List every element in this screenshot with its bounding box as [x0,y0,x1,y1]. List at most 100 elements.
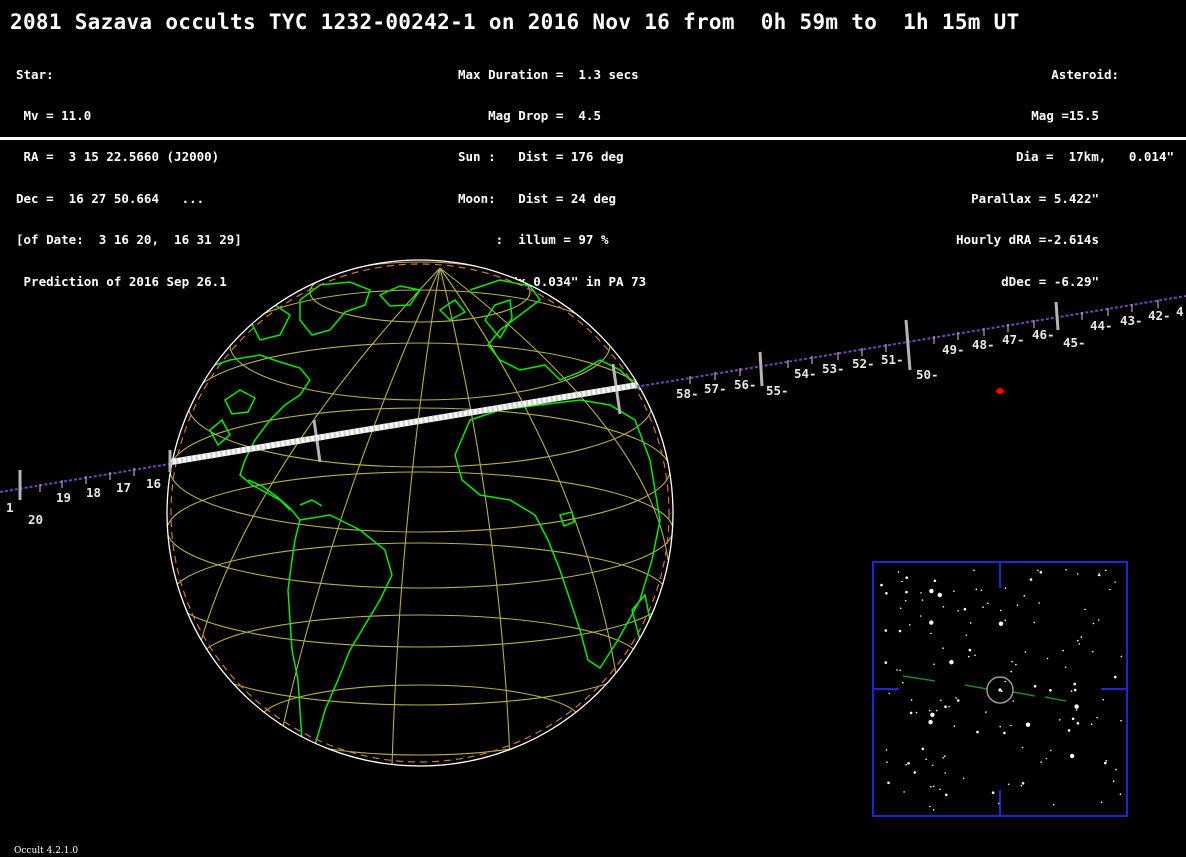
field-star [1074,704,1079,709]
field-star [1080,636,1083,638]
coastlines [169,279,661,763]
field-star [1097,574,1100,576]
field-star [973,569,975,572]
asteroid-line: Mag =15.5 [1031,107,1099,123]
track-label: 42- [1148,308,1171,323]
track-label: 16 [146,476,161,491]
hudson-bay [224,389,256,415]
field-star [953,725,956,727]
field-star [1004,680,1006,683]
field-star [1090,723,1093,725]
star-line: [of Date: 3 16 20, 16 31 29] [16,232,242,248]
event-line: Moon: Dist = 24 deg [458,190,617,206]
globe-disk [167,260,673,766]
asteroid-line: Dia = 17km, 0.014" [1015,149,1174,165]
britain-coast [484,298,513,340]
field-star [933,663,935,666]
central-america-coast [247,479,301,521]
field-star [885,592,888,595]
field-star [935,709,938,712]
field-star [929,620,934,625]
field-star [1071,717,1075,721]
field-star [1040,761,1042,763]
track-label: 19 [56,490,71,505]
track-label: 47- [1002,332,1025,347]
field-star [985,711,987,713]
field-star [1104,761,1107,765]
field-star [903,791,905,793]
field-star [1021,746,1024,749]
field-star [928,719,933,725]
field-star [1010,724,1012,727]
field-star [921,747,925,751]
field-star [937,592,942,598]
field-star [945,793,948,797]
field-star [939,788,941,790]
field-star [929,805,931,808]
target-star [998,688,1002,692]
field-star [1120,719,1122,722]
meridian-line [391,267,441,766]
field-star [887,781,890,785]
field-star [1011,660,1013,663]
meridian-line [279,267,441,741]
star-line: Mv = 11.0 [16,107,92,123]
track-label: 50- [916,367,939,382]
track-label: 56- [734,377,757,392]
field-star [930,785,932,788]
caribbean-coast [299,499,323,507]
field-star [1007,783,1010,786]
asteroid-line: Hourly dRA =-2.614s [956,232,1099,248]
track-label: 54- [794,366,817,381]
field-star [909,624,911,626]
field-star [1039,571,1043,574]
meridian-line [195,267,441,661]
field-star [1070,690,1073,692]
field-star [942,757,944,759]
finder-chart [872,561,1128,817]
star-line: RA = 3 15 22.5660 (J2000) [16,149,220,165]
track-label: 48- [972,337,995,352]
track-label: 53- [822,361,845,376]
event-line: Mag Drop = 4.5 [458,107,601,123]
field-star [1076,573,1079,575]
field-star [1075,709,1078,711]
field-star [905,590,908,594]
field-star [886,761,888,763]
field-star [982,606,984,608]
field-star [905,576,908,579]
field-star [1099,574,1101,577]
event-line: Max Duration = 1.3 secs [458,66,639,82]
field-star [1065,569,1067,571]
field-star [940,699,942,701]
field-star [974,654,976,657]
field-star [909,711,913,715]
field-star [1092,650,1094,653]
track-label: 57- [704,381,727,396]
field-star [1059,719,1061,721]
field-star [1098,573,1101,575]
field-star [920,592,922,594]
track-label: 17 [116,480,131,495]
field-star [1113,675,1117,679]
field-star [965,634,968,637]
greenland-coast [299,281,371,336]
field-star [998,621,1004,626]
field-star [942,647,944,649]
field-star [969,622,972,624]
field-star [999,725,1001,728]
field-star [1049,689,1052,692]
finder-motion-line [902,675,1067,702]
track-label: 58- [676,386,699,401]
event-line: : illum = 97 % [458,232,609,248]
field-star [932,785,935,788]
field-star [896,669,898,671]
field-star [1119,793,1122,795]
field-star [1084,608,1086,611]
field-star [980,589,983,592]
field-star [904,599,907,602]
track-label: 52- [852,356,875,371]
field-star [880,583,883,587]
south-america-coast [287,514,393,763]
